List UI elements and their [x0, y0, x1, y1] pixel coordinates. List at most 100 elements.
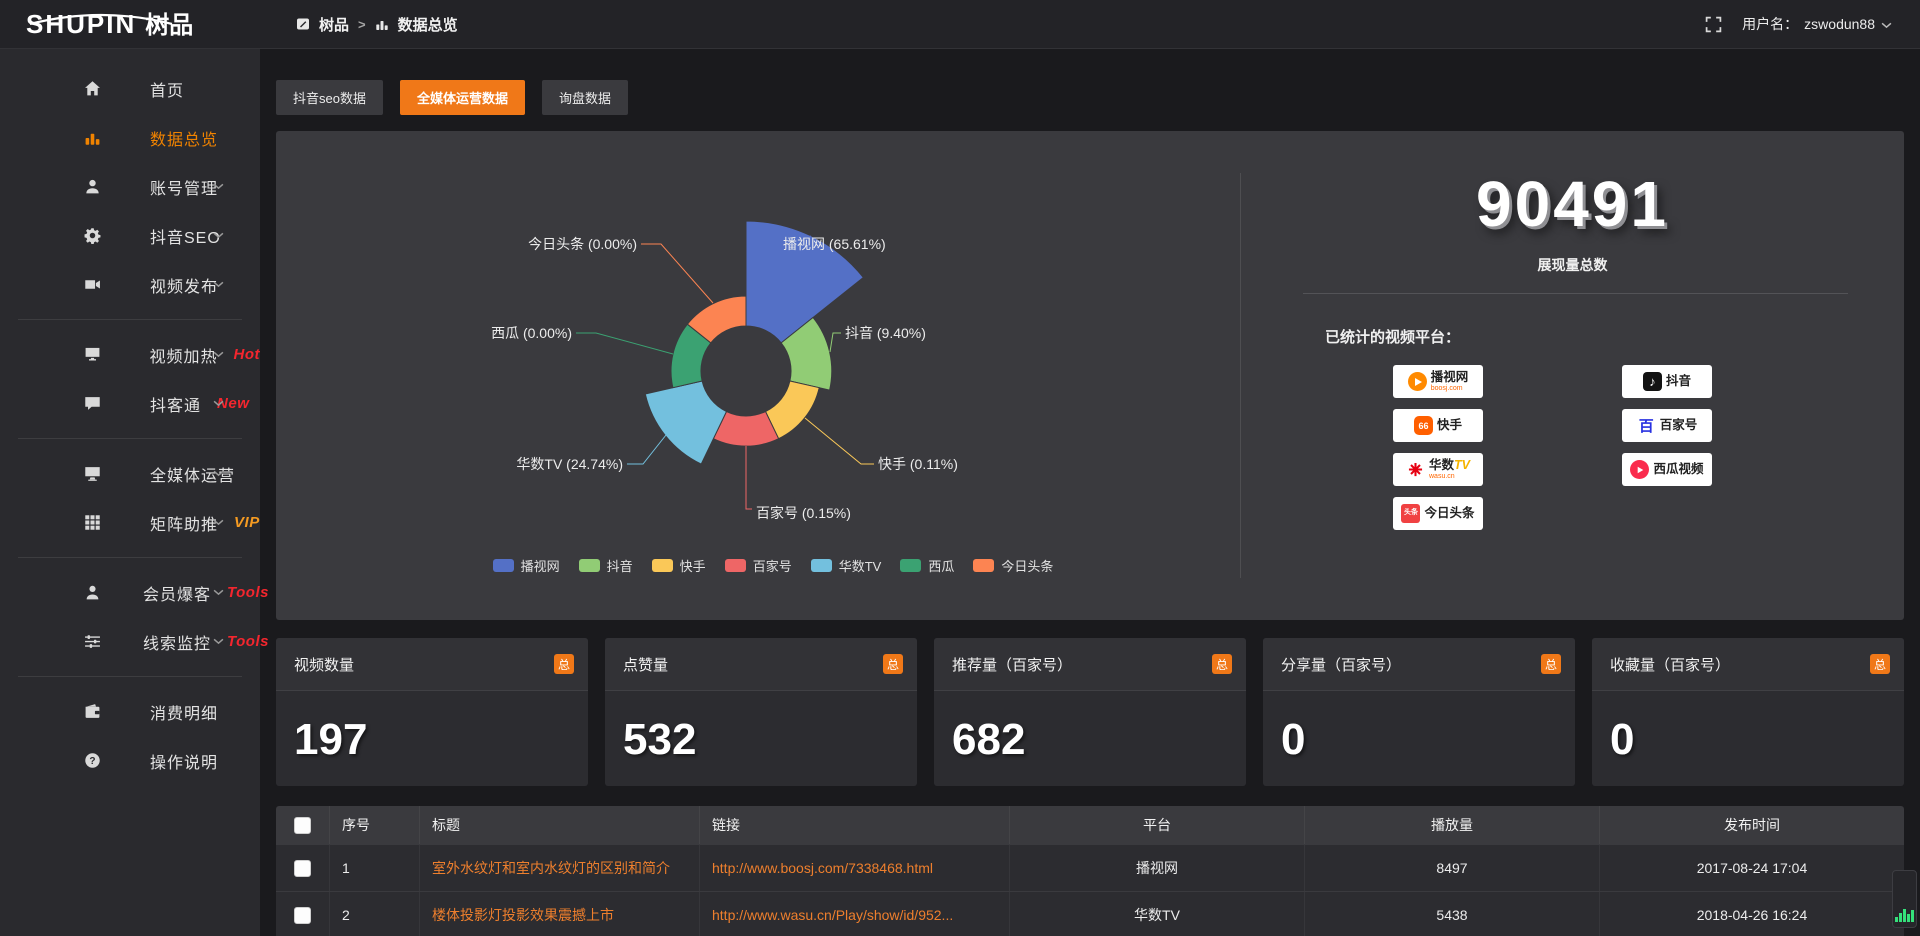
logo-arc	[29, 13, 173, 25]
pie-label: 今日头条 (0.00%)	[528, 236, 637, 252]
breadcrumb-current[interactable]: 数据总览	[397, 16, 458, 34]
video-title[interactable]: 室外水纹灯和室内水纹灯的区别和简介	[432, 860, 670, 876]
chevron-down-icon	[213, 589, 224, 596]
table-cell-index: 2	[330, 892, 420, 936]
video-title[interactable]: 楼体投影灯投影效果震撼上市	[432, 907, 614, 923]
table-header-cell	[276, 806, 330, 844]
breadcrumb-separator: >	[358, 16, 366, 32]
baijiahao-logo: 百	[1638, 418, 1654, 435]
sidebar-item-9[interactable]: 全媒体运营	[0, 449, 260, 498]
pie-slice-0[interactable]	[745, 220, 865, 344]
pie-label: 快手 (0.11%)	[878, 456, 958, 472]
pie-slice-6[interactable]	[686, 295, 747, 344]
sidebar-item-10[interactable]: 矩阵助推 VIP	[0, 498, 260, 547]
legend-chip	[973, 559, 995, 572]
tab-1[interactable]: 全媒体运营数据	[399, 80, 525, 115]
total-badge: 总	[554, 654, 574, 674]
select-all-checkbox[interactable]	[294, 816, 311, 834]
legend-chip	[900, 559, 922, 572]
main-content: 抖音seo数据 全媒体运营数据 询盘数据 播视网 (65.61%) 抖音 (9.40%…	[260, 48, 1920, 936]
stat-card-header: 点赞量 总	[605, 638, 917, 691]
sidebar-item-3[interactable]: 抖音SEO	[0, 211, 260, 260]
pie-label: 播视网 (65.61%)	[783, 236, 886, 252]
platform-name: 快手	[1436, 418, 1462, 433]
stat-card-title: 分享量（百家号）	[1281, 656, 1402, 674]
stat-card-value: 682	[952, 715, 1026, 764]
sliders-icon	[84, 633, 101, 650]
sidebar-item-6[interactable]: 视频加热 Hot	[0, 330, 260, 379]
pie-label-line	[779, 235, 812, 245]
sidebar-item-12[interactable]: 会员爆客 Tools	[0, 568, 268, 617]
cell-text: 华数TV	[1134, 907, 1180, 923]
legend-item-3[interactable]: 百家号	[724, 556, 792, 575]
badge-column-left: 播视网 boosj.com 66 快手 华数TV wasu.cn 头条 今日头条	[1393, 365, 1483, 530]
summary-divider	[1303, 293, 1848, 294]
sidebar-item-label: 消费明细	[150, 705, 219, 723]
table-cell-title: 楼体投影灯投影效果震撼上市	[420, 892, 700, 936]
chevron-down-icon	[213, 519, 224, 526]
platform-name: 百家号	[1659, 418, 1698, 433]
platform-subtext: wasu.cn	[1429, 473, 1455, 480]
total-badge: 总	[1212, 654, 1232, 674]
user-menu[interactable]: 用户名： zswodun88	[1742, 14, 1892, 34]
tab-0[interactable]: 抖音seo数据	[276, 80, 383, 115]
sidebar-item-16[interactable]: ? 操作说明	[0, 736, 260, 785]
pie-slice-1[interactable]	[780, 316, 833, 391]
douyin-logo: ♪	[1642, 372, 1662, 391]
total-value: 90491	[1476, 168, 1669, 240]
sidebar-item-13[interactable]: 线索监控 Tools	[0, 617, 268, 666]
sidebar-item-1[interactable]: 数据总览	[0, 113, 260, 162]
stat-card-title: 视频数量	[294, 656, 355, 674]
table-cell-platform: 华数TV	[1010, 892, 1305, 936]
row-checkbox[interactable]	[294, 906, 311, 924]
xigua-logo	[1630, 460, 1650, 479]
video-link[interactable]: http://www.wasu.cn/Play/show/id/952...	[712, 907, 954, 923]
platform-name: 今日头条	[1424, 506, 1475, 521]
row-checkbox[interactable]	[294, 859, 311, 877]
chevron-down-icon	[213, 638, 224, 645]
stat-card-value: 532	[623, 715, 697, 764]
breadcrumb-root[interactable]: 树品	[319, 16, 350, 34]
equalizer-bars-icon	[1895, 909, 1914, 922]
table-cell-title: 室外水纹灯和室内水纹灯的区别和简介	[420, 845, 700, 891]
table-row-0: 1 室外水纹灯和室内水纹灯的区别和简介 http://www.boosj.com/7…	[276, 844, 1904, 891]
table-row-1: 2 楼体投影灯投影效果震撼上市 http://www.wasu.cn/Play/sh…	[276, 891, 1904, 936]
top-header: SHUPIN 树品 树品 > 数据总览 用户名： zswodun88	[0, 0, 1920, 49]
toutiao-logo: 头条	[1401, 504, 1421, 523]
sidebar-item-tag: New	[217, 395, 250, 412]
tab-2[interactable]: 询盘数据	[541, 80, 628, 115]
boosj-logo	[1407, 372, 1427, 391]
screen-icon	[84, 346, 107, 363]
table-header-cell: 序号	[330, 806, 420, 844]
platform-subtext: boosj.com	[1430, 385, 1463, 392]
platform-badge: 百百家号	[1622, 409, 1712, 442]
chart-panel: 播视网 (65.61%) 抖音 (9.40%) 快手 (0.11%) 百家号 (0.1…	[276, 131, 1904, 620]
legend-item-0[interactable]: 播视网	[492, 556, 560, 575]
sidebar-item-4[interactable]: 视频发布	[0, 260, 260, 309]
total-badge: 总	[1870, 654, 1890, 674]
mini-toolbar-widget[interactable]	[1892, 870, 1917, 928]
cell-text: 5438	[1436, 907, 1468, 923]
pie-chart: 播视网 (65.61%) 抖音 (9.40%) 快手 (0.11%) 百家号 (0.1…	[491, 220, 958, 521]
platform-name: 抖音	[1665, 374, 1691, 389]
sidebar-item-2[interactable]: 账号管理	[0, 162, 260, 211]
sidebar-item-0[interactable]: 首页	[0, 64, 260, 113]
sidebar-item-7[interactable]: 抖客通 New	[0, 379, 260, 428]
grid-icon	[84, 514, 108, 531]
legend-label: 华数TV	[838, 559, 882, 574]
sidebar-nav: 首页 数据总览 账号管理 抖音SEO 视频发布视频加热 Hot 抖客通 New 全媒体运营 矩阵助…	[0, 48, 268, 785]
legend-item-5[interactable]: 西瓜	[900, 556, 954, 575]
fullscreen-icon[interactable]	[1705, 16, 1722, 33]
legend-item-1[interactable]: 抖音	[578, 556, 633, 575]
legend-item-2[interactable]: 快手	[651, 556, 706, 575]
legend-item-6[interactable]: 今日头条	[973, 556, 1053, 575]
stat-card-header: 推荐量（百家号） 总	[934, 638, 1246, 691]
platform-name-suffix: TV	[1454, 458, 1470, 472]
sidebar-item-label: 视频发布	[150, 278, 219, 296]
sidebar-item-15[interactable]: 消费明细	[0, 687, 260, 736]
pie-slice-4[interactable]	[644, 380, 728, 465]
video-link[interactable]: http://www.boosj.com/7338468.html	[712, 860, 934, 876]
legend-item-4[interactable]: 华数TV	[810, 556, 882, 575]
table-cell-time: 2017-08-24 17:04	[1600, 845, 1904, 891]
